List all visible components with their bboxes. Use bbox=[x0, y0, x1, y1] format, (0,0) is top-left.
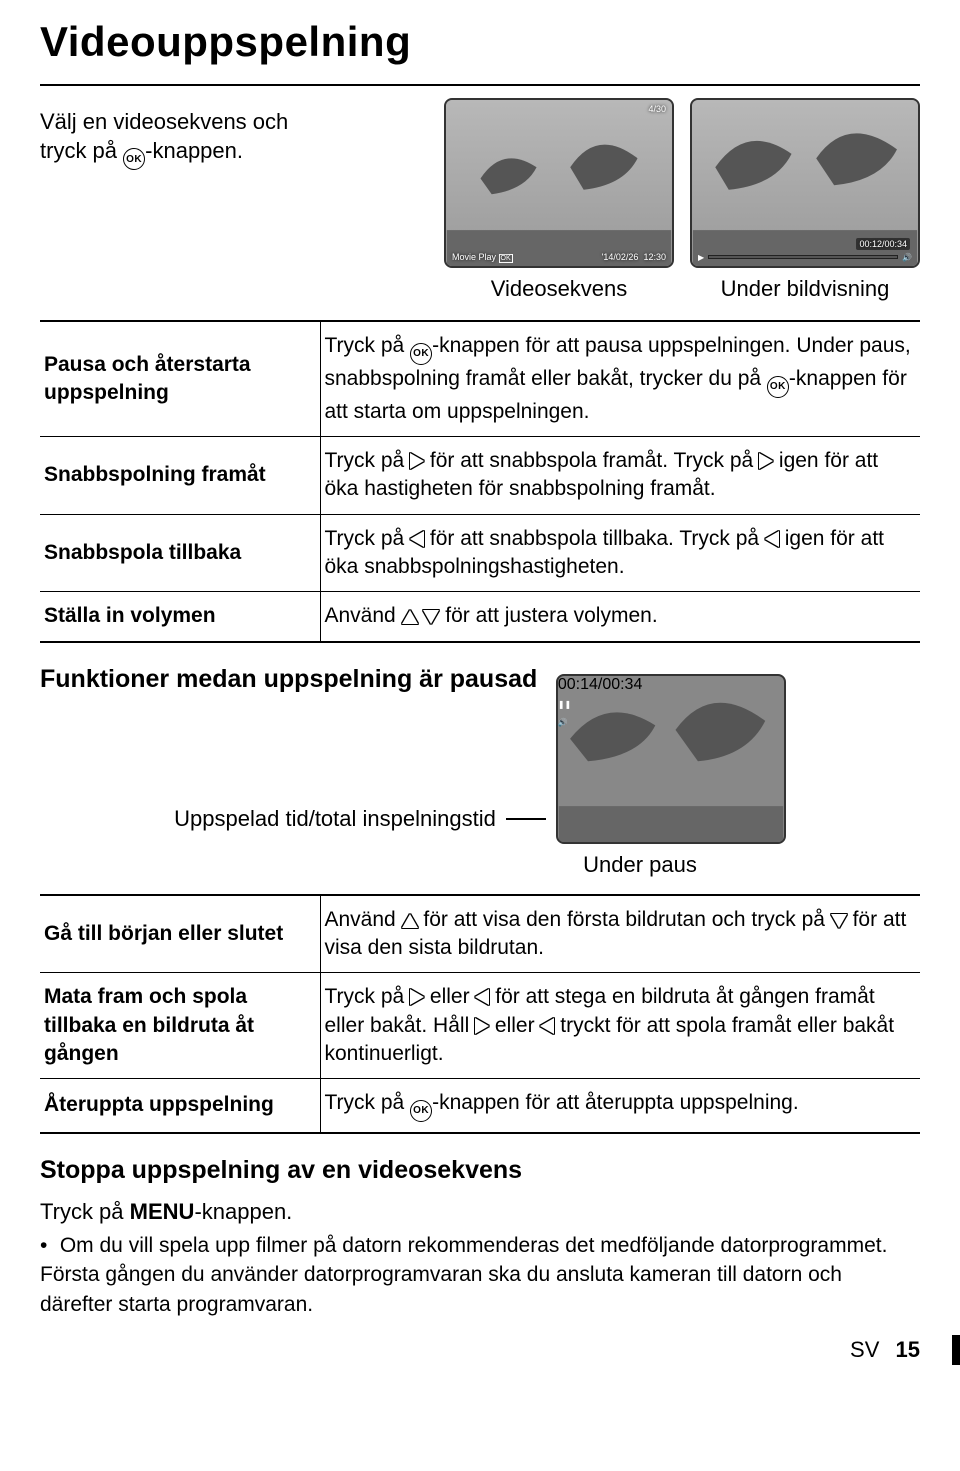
play-fn-label: Snabbspola tillbaka bbox=[40, 514, 320, 592]
left-arrow-icon bbox=[540, 1018, 554, 1034]
footnote-text: Om du vill spela upp filmer på datorn re… bbox=[40, 1234, 887, 1316]
right-arrow-icon bbox=[410, 989, 424, 1005]
play-fn-label: Ställa in volymen bbox=[40, 592, 320, 642]
left-arrow-icon bbox=[475, 989, 489, 1005]
play-fn-row: Ställa in volymenAnvänd för att justera … bbox=[40, 592, 920, 642]
footer-edge-bar bbox=[952, 1335, 960, 1365]
osd-elapsed: 00:12/00:34 bbox=[856, 238, 910, 250]
screenshot-paused: 00:14/00:34 ❚❚ 🔊 bbox=[556, 674, 786, 844]
annotation-leader-line bbox=[506, 818, 546, 820]
play-fn-label: Snabbspolning framåt bbox=[40, 436, 320, 514]
pause-fn-desc: Tryck på eller för att stega en bildruta… bbox=[320, 973, 920, 1079]
play-fn-desc: Tryck på för att snabbspola tillbaka. Tr… bbox=[320, 514, 920, 592]
pause-fn-row: Mata fram och spola tillbaka en bildruta… bbox=[40, 973, 920, 1079]
ok-icon: OK bbox=[410, 343, 432, 365]
screenshot-captions: Videosekvens Under bildvisning bbox=[308, 276, 920, 302]
menu-button-label: MENU bbox=[130, 1199, 195, 1224]
play-fn-row: Pausa och återstarta uppspelningTryck på… bbox=[40, 321, 920, 436]
stop-b: -knappen. bbox=[194, 1199, 292, 1224]
pause-fn-label: Mata fram och spola tillbaka en bildruta… bbox=[40, 973, 320, 1079]
under-paus-label: Under paus bbox=[360, 852, 920, 878]
functions-table-paused: Gå till början eller slutetAnvänd för at… bbox=[40, 894, 920, 1134]
intro-line2a: tryck på bbox=[40, 138, 123, 163]
play-fn-desc: Tryck på för att snabbspola framåt. Tryc… bbox=[320, 436, 920, 514]
annotation-label: Uppspelad tid/total inspelningstid bbox=[174, 806, 496, 832]
caption-right: Under bildvisning bbox=[690, 276, 920, 302]
pause-fn-row: Återuppta uppspelningTryck på OK-knappen… bbox=[40, 1079, 920, 1133]
subheading-paused: Funktioner medan uppspelning är pausad bbox=[40, 665, 920, 694]
osd-movieplay: Movie Play bbox=[452, 252, 496, 262]
right-arrow-icon bbox=[759, 453, 773, 469]
down-arrow-icon bbox=[423, 610, 439, 624]
footer-page-number: 15 bbox=[896, 1337, 920, 1362]
osd-bottom: Movie Play OK '14/02/26 12:30 bbox=[452, 252, 666, 262]
progress-bar: ▶ 🔊 bbox=[698, 252, 912, 262]
speaker-icon: 🔊 bbox=[902, 253, 912, 262]
ok-icon: OK bbox=[410, 1100, 432, 1122]
left-arrow-icon bbox=[410, 531, 424, 547]
screenshot-videosekvens: 4/30 Movie Play OK '14/02/26 12:30 bbox=[444, 98, 674, 268]
intro-text: Välj en videosekvens och tryck på OK-kna… bbox=[40, 108, 288, 170]
annotation-row: Uppspelad tid/total inspelningstid 00:14… bbox=[40, 794, 920, 844]
pause-fn-label: Återuppta uppspelning bbox=[40, 1079, 320, 1133]
stop-instruction: Tryck på MENU-knappen. bbox=[40, 1199, 920, 1225]
page: Videouppspelning Välj en videosekvens oc… bbox=[0, 0, 960, 1387]
functions-table-playing: Pausa och återstarta uppspelningTryck på… bbox=[40, 320, 920, 643]
page-title: Videouppspelning bbox=[40, 18, 920, 66]
page-footer: SV 15 bbox=[40, 1337, 920, 1363]
right-arrow-icon bbox=[410, 453, 424, 469]
play-fn-desc: Använd för att justera volymen. bbox=[320, 592, 920, 642]
osd-date: '14/02/26 bbox=[602, 252, 639, 262]
osd-counter: 4/30 bbox=[648, 104, 666, 114]
screenshot-bildvisning: 00:12/00:34 ▶ 🔊 bbox=[690, 98, 920, 268]
left-arrow-icon bbox=[765, 531, 779, 547]
play-fn-desc: Tryck på OK-knappen för att pausa uppspe… bbox=[320, 321, 920, 436]
down-arrow-icon bbox=[831, 914, 847, 928]
pause-fn-label: Gå till början eller slutet bbox=[40, 895, 320, 973]
up-arrow-icon bbox=[402, 610, 418, 624]
ok-icon: OK bbox=[767, 376, 789, 398]
intro-line2b: -knappen. bbox=[145, 138, 243, 163]
pause-fn-desc: Använd för att visa den första bildrutan… bbox=[320, 895, 920, 973]
osd-ok-icon: OK bbox=[499, 254, 513, 263]
stop-a: Tryck på bbox=[40, 1199, 130, 1224]
osd-time: 12:30 bbox=[643, 252, 666, 262]
play-fn-row: Snabbspolning framåtTryck på för att sna… bbox=[40, 436, 920, 514]
pause-fn-row: Gå till början eller slutetAnvänd för at… bbox=[40, 895, 920, 973]
title-rule bbox=[40, 84, 920, 86]
caption-left: Videosekvens bbox=[444, 276, 674, 302]
pause-fn-desc: Tryck på OK-knappen för att återuppta up… bbox=[320, 1079, 920, 1133]
stop-heading: Stoppa uppspelning av en videosekvens bbox=[40, 1156, 920, 1185]
play-fn-row: Snabbspola tillbakaTryck på för att snab… bbox=[40, 514, 920, 592]
bullet-icon: • bbox=[40, 1231, 54, 1260]
screenshot-row: 4/30 Movie Play OK '14/02/26 12:30 00:12… bbox=[308, 98, 920, 268]
right-arrow-icon bbox=[475, 1018, 489, 1034]
intro-line1: Välj en videosekvens och bbox=[40, 109, 288, 134]
play-fn-label: Pausa och återstarta uppspelning bbox=[40, 321, 320, 436]
footnote: • Om du vill spela upp filmer på datorn … bbox=[40, 1231, 920, 1319]
ok-icon: OK bbox=[123, 148, 145, 170]
up-arrow-icon bbox=[402, 914, 418, 928]
footer-lang: SV bbox=[850, 1337, 879, 1362]
play-icon: ▶ bbox=[698, 253, 704, 262]
